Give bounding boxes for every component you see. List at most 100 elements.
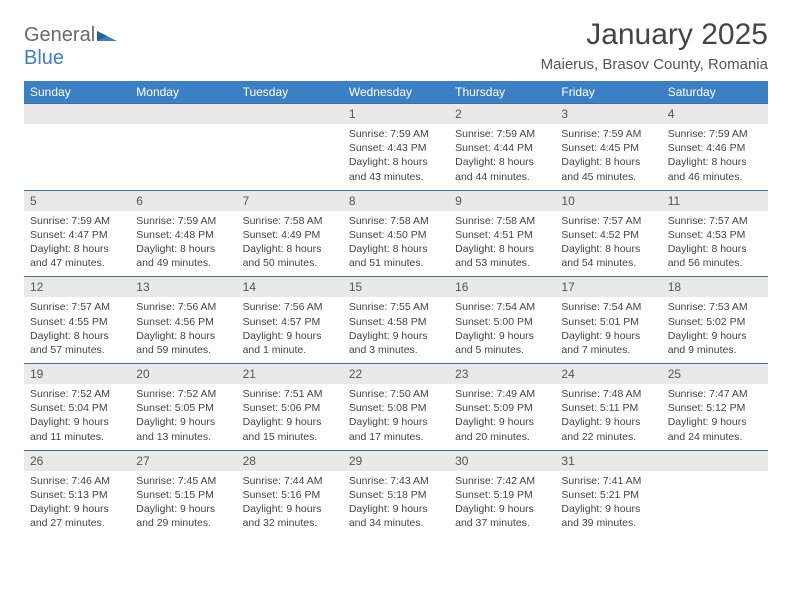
calendar-cell: 20Sunrise: 7:52 AMSunset: 5:05 PMDayligh…: [130, 363, 236, 450]
day-details: Sunrise: 7:59 AMSunset: 4:44 PMDaylight:…: [449, 124, 555, 190]
day-number: 15: [343, 276, 449, 297]
daylight-line: Daylight: 8 hours and 43 minutes.: [349, 155, 443, 183]
sunset-line: Sunset: 4:55 PM: [30, 315, 124, 329]
day-details: Sunrise: 7:58 AMSunset: 4:50 PMDaylight:…: [343, 211, 449, 277]
day-details: Sunrise: 7:59 AMSunset: 4:48 PMDaylight:…: [130, 211, 236, 277]
sunrise-line: Sunrise: 7:53 AM: [668, 300, 762, 314]
day-details: [237, 124, 343, 133]
day-header: Sunday: [24, 81, 130, 103]
daylight-line: Daylight: 8 hours and 51 minutes.: [349, 242, 443, 270]
sunset-line: Sunset: 4:50 PM: [349, 228, 443, 242]
sunset-line: Sunset: 4:43 PM: [349, 141, 443, 155]
daylight-line: Daylight: 9 hours and 9 minutes.: [668, 329, 762, 357]
sunrise-line: Sunrise: 7:49 AM: [455, 387, 549, 401]
day-details: Sunrise: 7:48 AMSunset: 5:11 PMDaylight:…: [555, 384, 661, 450]
day-number: 30: [449, 450, 555, 471]
sunrise-line: Sunrise: 7:42 AM: [455, 474, 549, 488]
sunrise-line: Sunrise: 7:51 AM: [243, 387, 337, 401]
sunset-line: Sunset: 5:13 PM: [30, 488, 124, 502]
daylight-line: Daylight: 8 hours and 54 minutes.: [561, 242, 655, 270]
day-number: [24, 103, 130, 124]
sunrise-line: Sunrise: 7:54 AM: [561, 300, 655, 314]
day-header: Wednesday: [343, 81, 449, 103]
sunset-line: Sunset: 4:44 PM: [455, 141, 549, 155]
day-number: 7: [237, 190, 343, 211]
sunrise-line: Sunrise: 7:59 AM: [349, 127, 443, 141]
daylight-line: Daylight: 8 hours and 44 minutes.: [455, 155, 549, 183]
day-number: 5: [24, 190, 130, 211]
day-details: Sunrise: 7:43 AMSunset: 5:18 PMDaylight:…: [343, 471, 449, 537]
day-number: 19: [24, 363, 130, 384]
day-details: Sunrise: 7:49 AMSunset: 5:09 PMDaylight:…: [449, 384, 555, 450]
day-number: [130, 103, 236, 124]
sunrise-line: Sunrise: 7:48 AM: [561, 387, 655, 401]
calendar-cell: 14Sunrise: 7:56 AMSunset: 4:57 PMDayligh…: [237, 276, 343, 363]
calendar-cell: 29Sunrise: 7:43 AMSunset: 5:18 PMDayligh…: [343, 450, 449, 537]
sunset-line: Sunset: 4:45 PM: [561, 141, 655, 155]
calendar-cell: 31Sunrise: 7:41 AMSunset: 5:21 PMDayligh…: [555, 450, 661, 537]
day-number: 21: [237, 363, 343, 384]
day-number: 26: [24, 450, 130, 471]
day-details: Sunrise: 7:47 AMSunset: 5:12 PMDaylight:…: [662, 384, 768, 450]
day-number: 25: [662, 363, 768, 384]
daylight-line: Daylight: 8 hours and 47 minutes.: [30, 242, 124, 270]
calendar-cell: 19Sunrise: 7:52 AMSunset: 5:04 PMDayligh…: [24, 363, 130, 450]
day-details: Sunrise: 7:59 AMSunset: 4:46 PMDaylight:…: [662, 124, 768, 190]
sunset-line: Sunset: 4:56 PM: [136, 315, 230, 329]
page-header: General Blue January 2025 Maierus, Braso…: [24, 18, 768, 73]
daylight-line: Daylight: 9 hours and 24 minutes.: [668, 415, 762, 443]
sunrise-line: Sunrise: 7:57 AM: [561, 214, 655, 228]
sunset-line: Sunset: 5:12 PM: [668, 401, 762, 415]
day-number: 14: [237, 276, 343, 297]
sunrise-line: Sunrise: 7:54 AM: [455, 300, 549, 314]
day-details: Sunrise: 7:58 AMSunset: 4:49 PMDaylight:…: [237, 211, 343, 277]
day-details: Sunrise: 7:59 AMSunset: 4:45 PMDaylight:…: [555, 124, 661, 190]
day-details: Sunrise: 7:54 AMSunset: 5:01 PMDaylight:…: [555, 297, 661, 363]
calendar-week: 19Sunrise: 7:52 AMSunset: 5:04 PMDayligh…: [24, 363, 768, 450]
sunset-line: Sunset: 5:02 PM: [668, 315, 762, 329]
calendar-cell: [237, 103, 343, 190]
day-details: Sunrise: 7:41 AMSunset: 5:21 PMDaylight:…: [555, 471, 661, 537]
calendar-cell: 6Sunrise: 7:59 AMSunset: 4:48 PMDaylight…: [130, 190, 236, 277]
day-number: 27: [130, 450, 236, 471]
day-number: 11: [662, 190, 768, 211]
daylight-line: Daylight: 8 hours and 49 minutes.: [136, 242, 230, 270]
sunset-line: Sunset: 4:53 PM: [668, 228, 762, 242]
calendar-cell: 28Sunrise: 7:44 AMSunset: 5:16 PMDayligh…: [237, 450, 343, 537]
calendar-cell: 3Sunrise: 7:59 AMSunset: 4:45 PMDaylight…: [555, 103, 661, 190]
calendar-cell: 8Sunrise: 7:58 AMSunset: 4:50 PMDaylight…: [343, 190, 449, 277]
day-number: 17: [555, 276, 661, 297]
sunrise-line: Sunrise: 7:57 AM: [668, 214, 762, 228]
brand-text-general: General: [24, 24, 95, 46]
calendar-cell: [130, 103, 236, 190]
sunset-line: Sunset: 5:11 PM: [561, 401, 655, 415]
day-header: Friday: [555, 81, 661, 103]
calendar-cell: 17Sunrise: 7:54 AMSunset: 5:01 PMDayligh…: [555, 276, 661, 363]
sunrise-line: Sunrise: 7:58 AM: [243, 214, 337, 228]
day-details: Sunrise: 7:53 AMSunset: 5:02 PMDaylight:…: [662, 297, 768, 363]
day-number: 23: [449, 363, 555, 384]
sunset-line: Sunset: 5:00 PM: [455, 315, 549, 329]
brand-flag-icon: [97, 24, 117, 47]
day-number: 8: [343, 190, 449, 211]
calendar-cell: 13Sunrise: 7:56 AMSunset: 4:56 PMDayligh…: [130, 276, 236, 363]
sunrise-line: Sunrise: 7:59 AM: [30, 214, 124, 228]
calendar-cell: 16Sunrise: 7:54 AMSunset: 5:00 PMDayligh…: [449, 276, 555, 363]
sunrise-line: Sunrise: 7:43 AM: [349, 474, 443, 488]
calendar-body: 1Sunrise: 7:59 AMSunset: 4:43 PMDaylight…: [24, 103, 768, 536]
day-details: Sunrise: 7:54 AMSunset: 5:00 PMDaylight:…: [449, 297, 555, 363]
sunset-line: Sunset: 4:52 PM: [561, 228, 655, 242]
day-details: Sunrise: 7:59 AMSunset: 4:47 PMDaylight:…: [24, 211, 130, 277]
calendar-cell: 30Sunrise: 7:42 AMSunset: 5:19 PMDayligh…: [449, 450, 555, 537]
sunrise-line: Sunrise: 7:58 AM: [349, 214, 443, 228]
day-details: Sunrise: 7:56 AMSunset: 4:57 PMDaylight:…: [237, 297, 343, 363]
sunset-line: Sunset: 4:58 PM: [349, 315, 443, 329]
calendar-cell: 9Sunrise: 7:58 AMSunset: 4:51 PMDaylight…: [449, 190, 555, 277]
calendar-cell: 2Sunrise: 7:59 AMSunset: 4:44 PMDaylight…: [449, 103, 555, 190]
daylight-line: Daylight: 9 hours and 39 minutes.: [561, 502, 655, 530]
calendar-cell: 11Sunrise: 7:57 AMSunset: 4:53 PMDayligh…: [662, 190, 768, 277]
sunrise-line: Sunrise: 7:47 AM: [668, 387, 762, 401]
day-details: Sunrise: 7:44 AMSunset: 5:16 PMDaylight:…: [237, 471, 343, 537]
day-number: 1: [343, 103, 449, 124]
sunrise-line: Sunrise: 7:59 AM: [668, 127, 762, 141]
